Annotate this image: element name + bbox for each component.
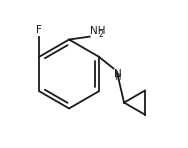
Text: F: F: [36, 25, 42, 35]
Text: NH: NH: [90, 26, 106, 36]
Text: 2: 2: [99, 30, 103, 39]
Text: H: H: [114, 73, 121, 82]
Text: N: N: [114, 69, 122, 79]
